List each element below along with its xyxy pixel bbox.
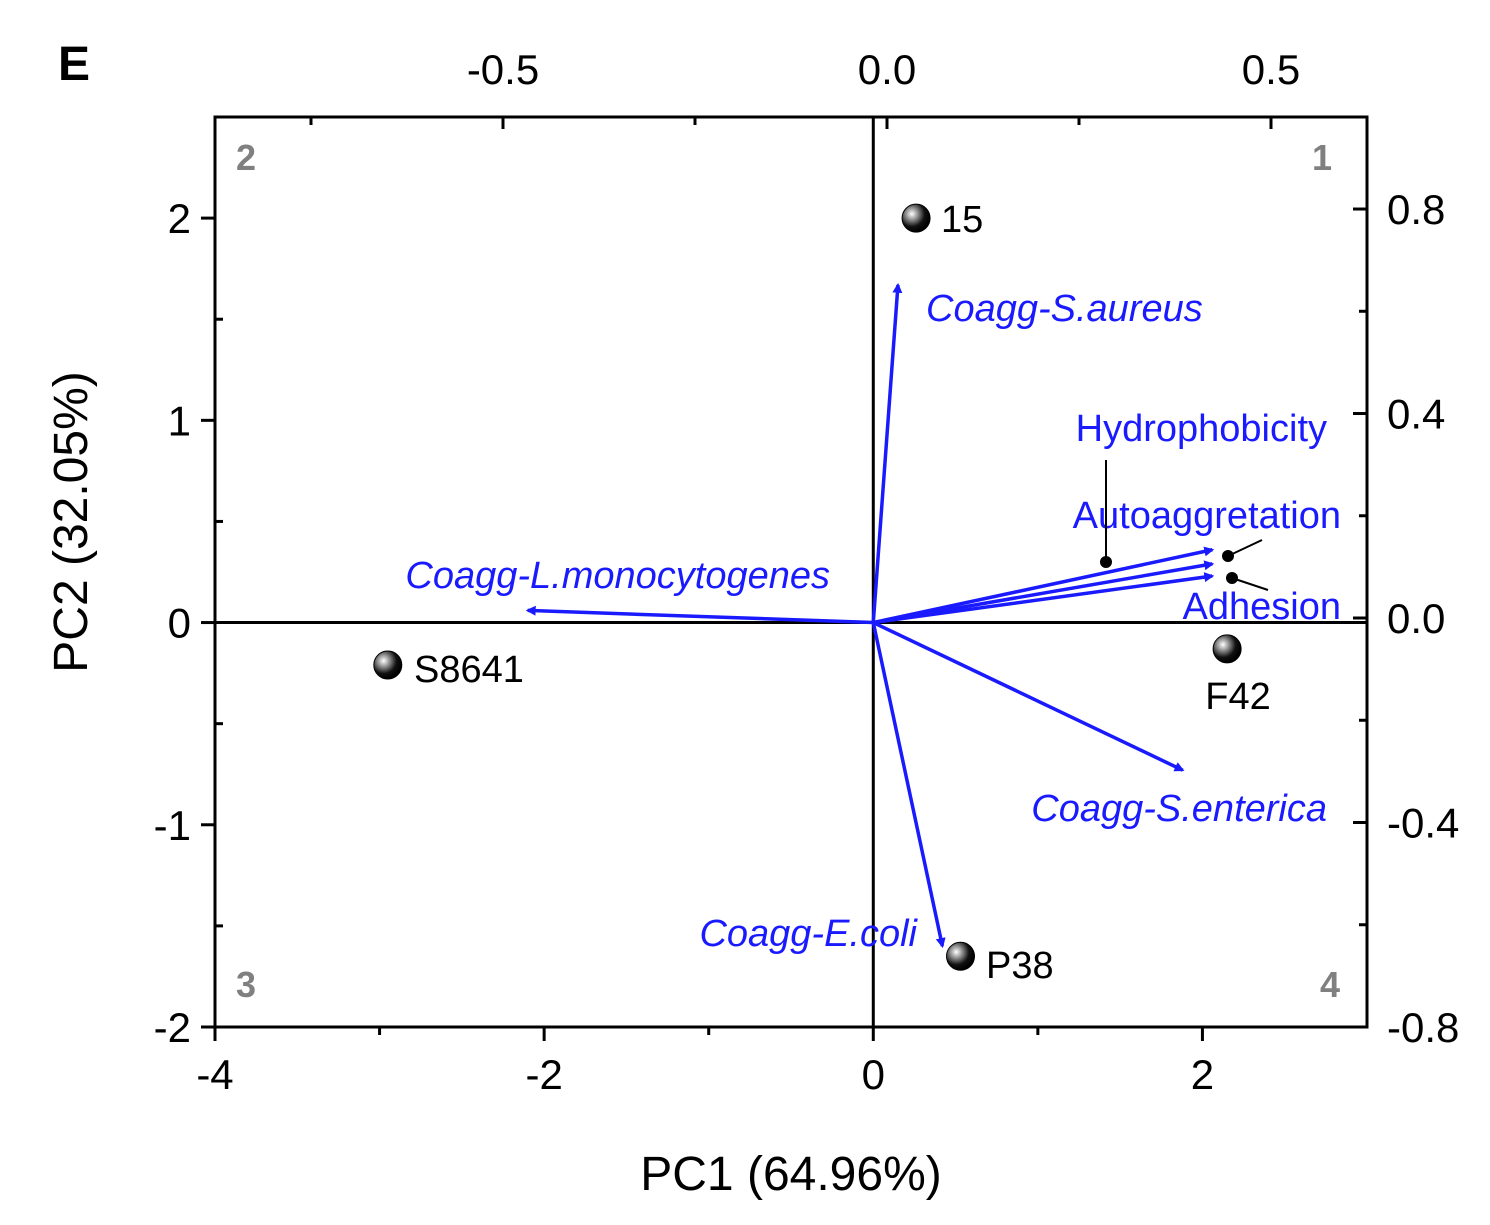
vector-coagg-s-enterica: [872, 620, 1185, 772]
y-tick-label: 1: [168, 397, 191, 444]
right-tick-label: 0.0: [1387, 595, 1445, 642]
score-point-15: [901, 203, 931, 233]
score-point-label-15: 15: [941, 199, 983, 241]
quadrant-label-3: 3: [236, 964, 256, 1005]
vector-hydrophobicity: [872, 546, 1215, 625]
y-tick-label: -2: [154, 1004, 191, 1051]
right-tick-label: -0.4: [1387, 800, 1459, 847]
leader-dot-adhesion: [1226, 572, 1238, 584]
vector-label-coagg-s-aureus: Coagg-S.aureus: [926, 288, 1203, 330]
leader-line-autoaggretation: [1227, 539, 1263, 557]
score-point-p38: [946, 941, 976, 971]
x-tick-label: 2: [1191, 1051, 1214, 1098]
x-tick-label: -2: [525, 1051, 562, 1098]
right-tick-label: 0.8: [1387, 186, 1445, 233]
leader-dot-hydrophobicity: [1100, 556, 1112, 568]
vector-label-coagg-e-coli: Coagg-E.coli: [699, 913, 918, 955]
score-point-label-f42: F42: [1205, 676, 1270, 718]
vector-coagg-l-monocytogenes: [525, 605, 874, 625]
score-point-label-p38: P38: [986, 945, 1054, 987]
x-axis-title: PC1 (64.96%): [640, 1148, 941, 1201]
right-tick-label: -0.8: [1387, 1004, 1459, 1051]
right-tick-label: 0.4: [1387, 391, 1445, 438]
vector-coagg-e-coli: [871, 622, 946, 949]
vector-label-hydrophobicity: Hydrophobicity: [1076, 408, 1327, 450]
score-points: 15 S8641 F42 P38: [373, 199, 1271, 987]
y-tick-label: 0: [168, 600, 191, 647]
leader-dot-autoaggretation: [1222, 550, 1234, 562]
leader-line-adhesion: [1231, 577, 1269, 591]
top-tick-label: 0.5: [1242, 46, 1300, 93]
y-tick-label: 2: [168, 195, 191, 242]
panel-label: E: [58, 38, 90, 91]
score-point-label-s8641: S8641: [414, 649, 524, 691]
vector-label-coagg-s-enterica: Coagg-S.enterica: [1031, 788, 1327, 830]
quadrant-label-4: 4: [1320, 964, 1340, 1005]
vector-coagg-s-aureus: [871, 282, 903, 623]
x-tick-label: 0: [862, 1051, 885, 1098]
y-tick-label: -1: [154, 802, 191, 849]
plot-frame: [213, 115, 1369, 1029]
loading-vectors: Coagg-S.aureus Hydrophobicity Autoaggretat…: [405, 282, 1341, 955]
vector-autoaggretation: [872, 560, 1215, 625]
quadrant-label-2: 2: [236, 137, 256, 178]
top-tick-label: 0.0: [858, 46, 916, 93]
top-tick-label: -0.5: [467, 46, 539, 93]
vector-label-coagg-l-monocytogenes: Coagg-L.monocytogenes: [405, 555, 830, 597]
y-axis-title: PC2 (32.05%): [45, 371, 98, 672]
score-point-f42: [1212, 634, 1242, 664]
vector-label-autoaggretation: Autoaggretation: [1073, 495, 1341, 537]
score-point-s8641: [373, 650, 403, 680]
vector-label-adhesion: Adhesion: [1183, 586, 1341, 628]
quadrant-label-1: 1: [1312, 137, 1332, 178]
x-tick-label: -4: [196, 1051, 233, 1098]
vector-adhesion: [873, 572, 1215, 625]
